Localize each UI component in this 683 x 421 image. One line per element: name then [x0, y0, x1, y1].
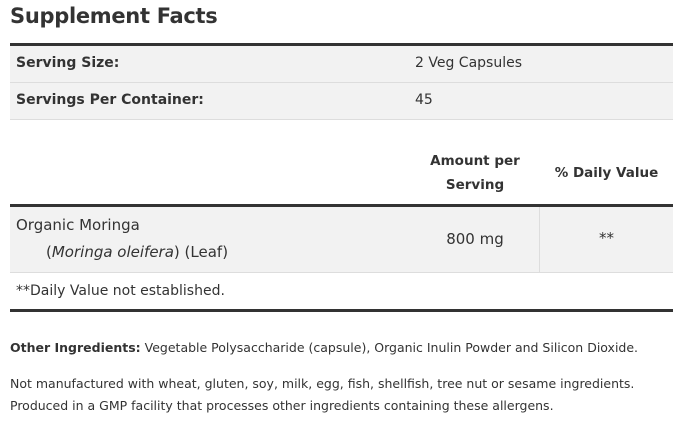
daily-value-header: % Daily Value — [554, 165, 659, 181]
amount-per-serving-header: Amount per Serving — [430, 153, 520, 193]
other-ingredients-label: Other Ingredients: — [10, 340, 141, 355]
serving-size-label: Serving Size: — [16, 55, 120, 71]
allergen-line: Produced in a GMP facility that processe… — [10, 398, 554, 413]
divider — [10, 204, 673, 207]
page-title: Supplement Facts — [10, 4, 218, 28]
serving-size-row: Serving Size: 2 Veg Capsules — [10, 46, 673, 83]
ingredient-name: Organic Moringa — [16, 216, 140, 234]
ingredient-daily-value: ** — [599, 229, 614, 247]
servings-per-container-row: Servings Per Container: 45 — [10, 83, 673, 120]
other-ingredients-text: Vegetable Polysaccharide (capsule), Orga… — [144, 340, 639, 355]
serving-size-value: 2 Veg Capsules — [415, 55, 523, 71]
footnote: **Daily Value not established. — [16, 283, 225, 299]
ingredient-amount: 800 mg — [446, 230, 504, 248]
divider — [10, 309, 673, 312]
servings-per-container-label: Servings Per Container: — [16, 92, 204, 108]
allergen-line: Not manufactured with wheat, gluten, soy… — [10, 376, 635, 391]
other-ingredients: Other Ingredients: Vegetable Polysacchar… — [10, 337, 680, 359]
servings-per-container-value: 45 — [415, 92, 433, 108]
ingredient-row: Organic Moringa (Moringa oleifera) (Leaf… — [10, 207, 673, 273]
column-divider — [539, 207, 540, 272]
ingredient-part: (Leaf) — [184, 243, 229, 261]
ingredient-latin-name: Moringa oleifera — [51, 243, 174, 261]
divider — [10, 43, 673, 46]
ingredient-source: (Moringa oleifera) (Leaf) — [46, 243, 229, 261]
